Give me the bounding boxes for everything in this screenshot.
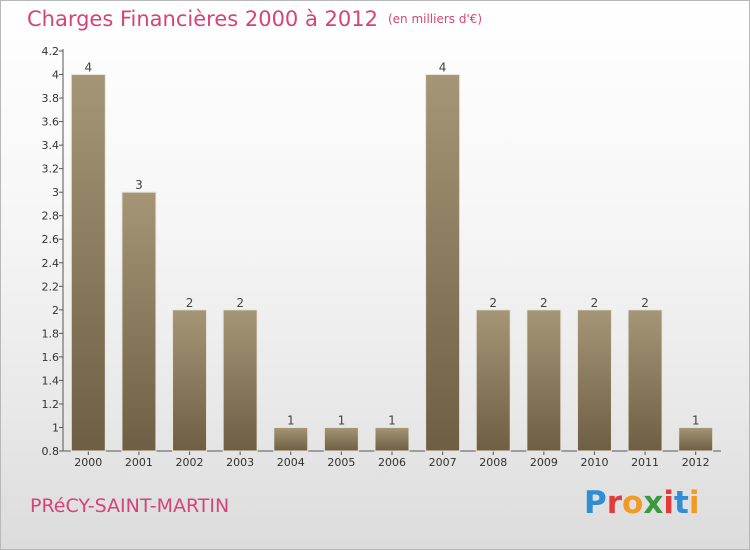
proxiti-logo: Proxiti	[584, 485, 699, 521]
data-label: 2	[591, 296, 599, 310]
y-tick-label: 2.6	[42, 233, 60, 246]
x-tick-label: 2009	[530, 456, 558, 469]
data-label: 2	[186, 296, 194, 310]
data-label: 3	[135, 178, 143, 192]
bar	[323, 426, 359, 452]
logo-letter: i	[688, 485, 700, 521]
logo-letter: i	[663, 485, 674, 521]
logo-letter: r	[606, 485, 623, 521]
bar	[627, 309, 663, 452]
chart-title: Charges Financières 2000 à 2012 (en milli…	[27, 7, 482, 31]
x-tick-label: 2004	[277, 456, 305, 469]
y-tick-label: 4	[52, 69, 59, 82]
bar	[475, 309, 511, 452]
y-tick-label: 3.4	[42, 139, 60, 152]
y-tick-label: 3.6	[42, 116, 60, 129]
data-label: 2	[236, 296, 244, 310]
data-label: 4	[84, 61, 92, 75]
bar	[172, 309, 208, 452]
bars	[70, 74, 714, 452]
unit-note: (en milliers d'€)	[387, 12, 483, 26]
bar	[526, 309, 562, 452]
data-label: 1	[287, 413, 295, 427]
x-tick-label: 2012	[682, 456, 710, 469]
x-tick-label: 2010	[580, 456, 608, 469]
bar	[576, 309, 612, 452]
axes	[59, 49, 721, 455]
data-label: 1	[338, 413, 346, 427]
data-label: 4	[439, 61, 447, 75]
x-tick-label: 2007	[429, 456, 457, 469]
x-tick-label: 2003	[226, 456, 254, 469]
bar	[273, 426, 309, 452]
data-label: 1	[692, 413, 700, 427]
logo-letter: o	[622, 485, 644, 521]
bar	[222, 309, 258, 452]
x-tick-label: 2008	[479, 456, 507, 469]
y-tick-label: 1.4	[42, 374, 60, 387]
y-tick-label: 4.2	[42, 45, 60, 58]
y-tick-label: 1.2	[42, 398, 60, 411]
y-tick-label: 2.2	[42, 280, 60, 293]
labels: 0.8 1 1.2 1.4 1.6 1.8 2 2.2 2.4 2.6 2.8 3 3.2 3.4 3.6 3…	[42, 45, 710, 469]
bar	[70, 74, 106, 452]
x-tick-label: 2006	[378, 456, 406, 469]
y-tick-label: 3	[52, 186, 59, 199]
y-tick-label: 3.2	[42, 163, 60, 176]
bar	[425, 74, 461, 452]
bar	[374, 426, 410, 452]
y-tick-label: 1.8	[42, 327, 60, 340]
y-tick-label: 2.8	[42, 210, 60, 223]
y-tick-label: 2	[52, 304, 59, 317]
y-tick-label: 3.8	[42, 92, 60, 105]
data-label: 2	[540, 296, 548, 310]
x-tick-label: 2005	[327, 456, 355, 469]
logo-letter: P	[584, 485, 607, 521]
y-tick-label: 1	[52, 421, 59, 434]
x-tick-label: 2011	[631, 456, 659, 469]
bar	[121, 191, 157, 452]
x-tick-label: 2002	[176, 456, 204, 469]
y-tick-label: 2.4	[42, 257, 60, 270]
logo-letter: x	[643, 485, 664, 521]
x-tick-label: 2001	[125, 456, 153, 469]
chart-title-text: Charges Financières 2000 à 2012	[27, 7, 378, 31]
commune-name: PRéCY-SAINT-MARTIN	[30, 495, 230, 517]
data-label: 1	[388, 413, 396, 427]
y-tick-label: 1.6	[42, 351, 60, 364]
y-tick-label: 0.8	[42, 445, 60, 458]
logo-letter: t	[673, 485, 689, 521]
x-tick-label: 2000	[74, 456, 102, 469]
data-label: 2	[641, 296, 649, 310]
data-label: 2	[489, 296, 497, 310]
bar	[678, 426, 714, 452]
